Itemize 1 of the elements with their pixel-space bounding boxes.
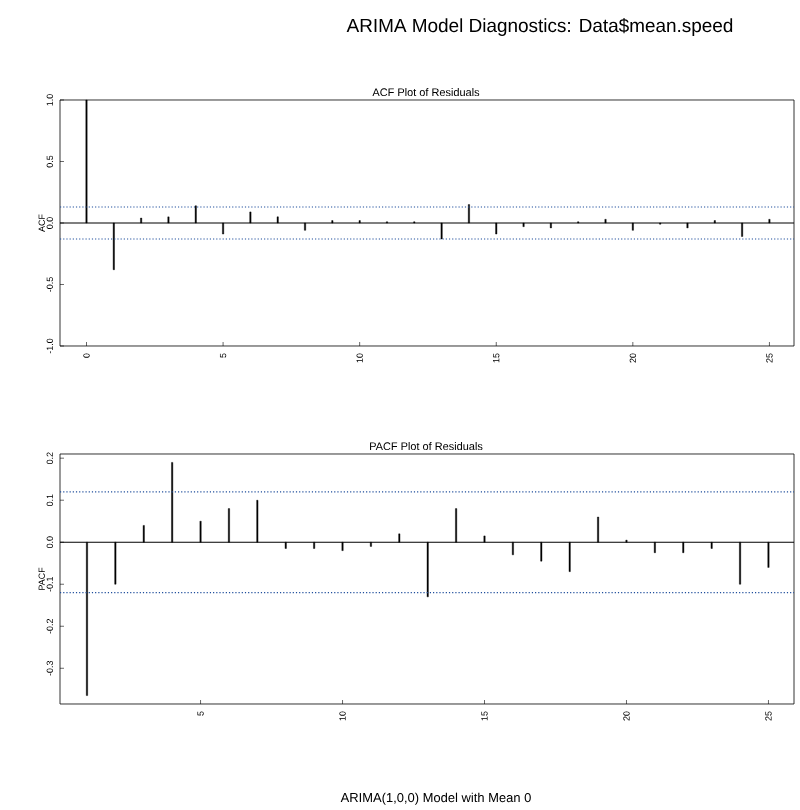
- chart-title: ARIMA Model Diagnostics: Data$mean.speed: [346, 17, 733, 36]
